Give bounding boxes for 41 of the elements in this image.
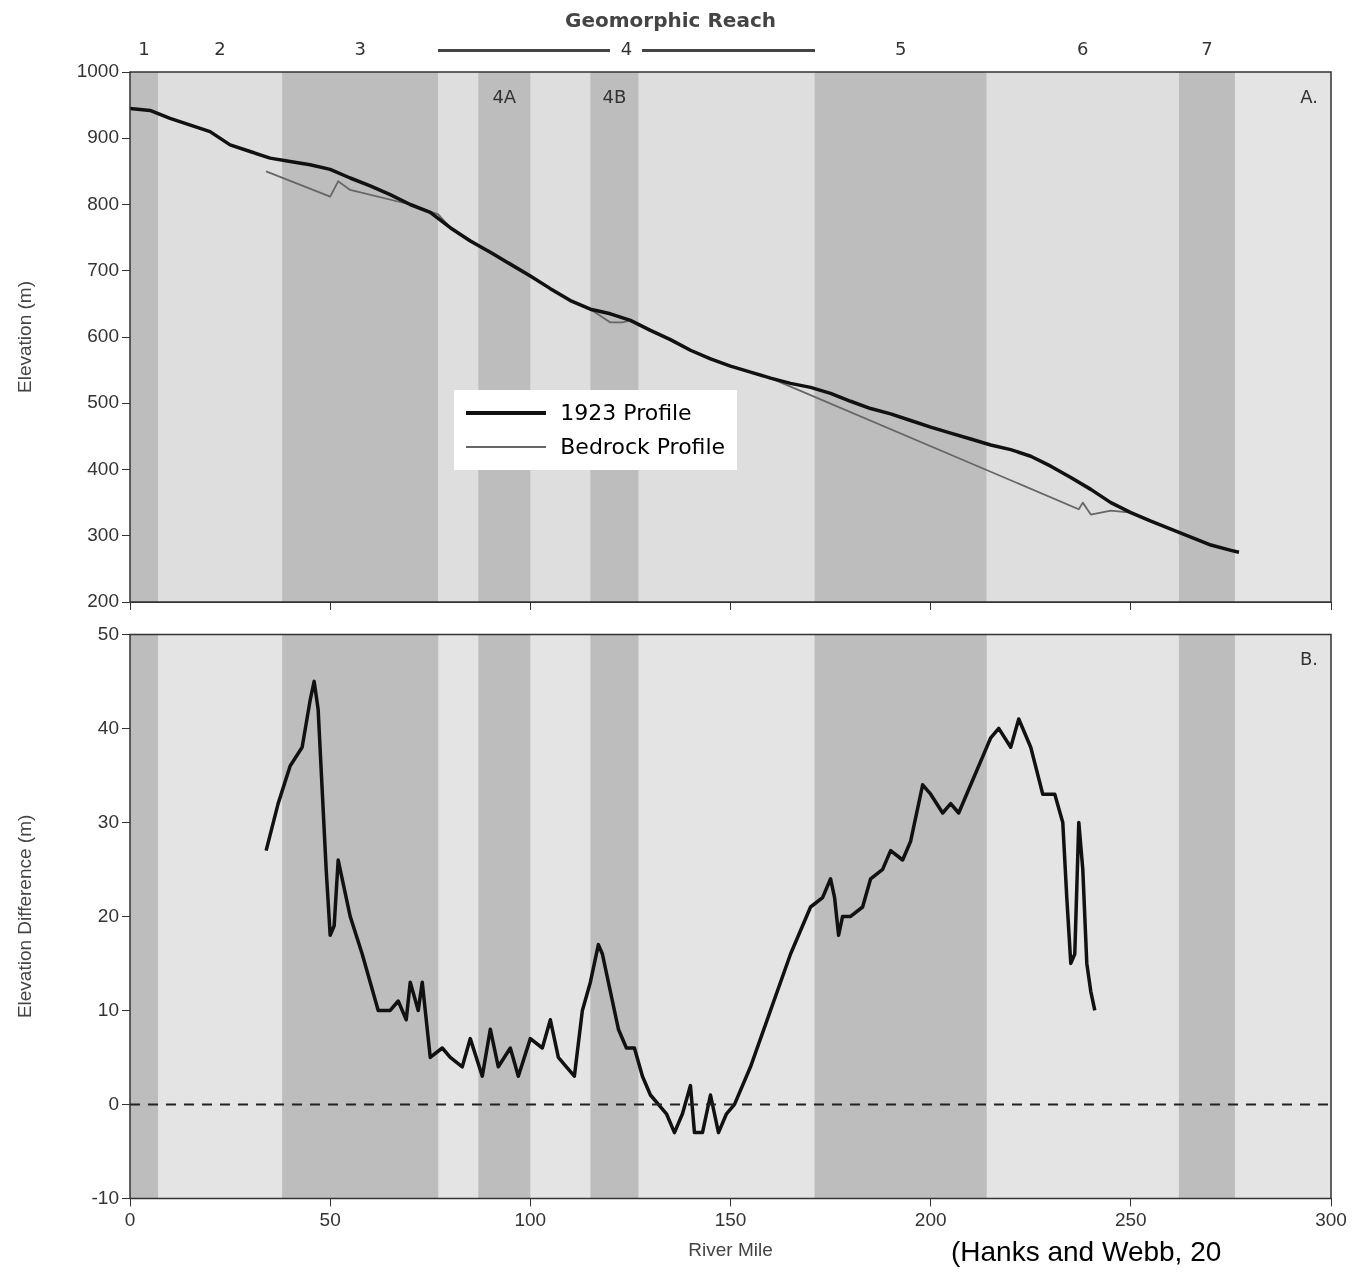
band-label: 2	[214, 38, 226, 59]
y-tick-label: 0	[108, 1092, 119, 1114]
y-tick-label: 500	[87, 391, 119, 413]
x-axis-title: River Mile	[688, 1238, 773, 1260]
band-label: 4A	[492, 86, 517, 107]
y-tick-label: 900	[87, 126, 119, 148]
y-tick-label: 700	[87, 258, 119, 280]
text: (Hanks and Webb, 20	[951, 1236, 1222, 1268]
band-label: 5	[894, 38, 907, 59]
legend-label: 1923 Profile	[560, 399, 692, 427]
y-tick-label: -10	[91, 1186, 119, 1208]
y-tick-label: 50	[97, 622, 119, 644]
x-tick-label: 250	[1114, 1209, 1147, 1231]
y-tick-label: 800	[87, 192, 119, 214]
band-label: 7	[1201, 38, 1213, 59]
band-label: 4	[620, 38, 633, 59]
band-label: 3	[354, 38, 366, 59]
band-label: 1	[138, 38, 150, 59]
chart-title: Geomorphic Reach	[565, 8, 776, 33]
annotation: A.	[1300, 86, 1318, 107]
y-tick-label: 300	[87, 523, 119, 545]
y-tick-label: 40	[97, 716, 119, 738]
x-tick-label: 300	[1315, 1209, 1347, 1231]
y-tick-label: 10	[97, 998, 119, 1020]
y-axis-title: Elevation Difference (m)	[13, 814, 35, 1019]
y-tick-label: 400	[87, 457, 119, 479]
x-tick-label: 100	[514, 1209, 547, 1231]
band-label: 4B	[602, 86, 627, 107]
x-tick-label: 0	[124, 1209, 136, 1231]
x-tick-label: 50	[319, 1209, 341, 1231]
y-tick-label: 1000	[76, 60, 119, 82]
band-label: 6	[1077, 38, 1089, 59]
y-tick-label: 600	[87, 325, 119, 347]
legend-label: Bedrock Profile	[560, 433, 726, 461]
y-tick-label: 30	[97, 810, 119, 832]
y-tick-label: 200	[87, 590, 119, 612]
y-tick-label: 20	[97, 904, 119, 926]
x-tick-label: 200	[914, 1209, 947, 1231]
x-tick-label: 150	[714, 1209, 747, 1231]
annotation: B.	[1299, 648, 1319, 670]
y-axis-title: Elevation (m)	[13, 281, 35, 393]
